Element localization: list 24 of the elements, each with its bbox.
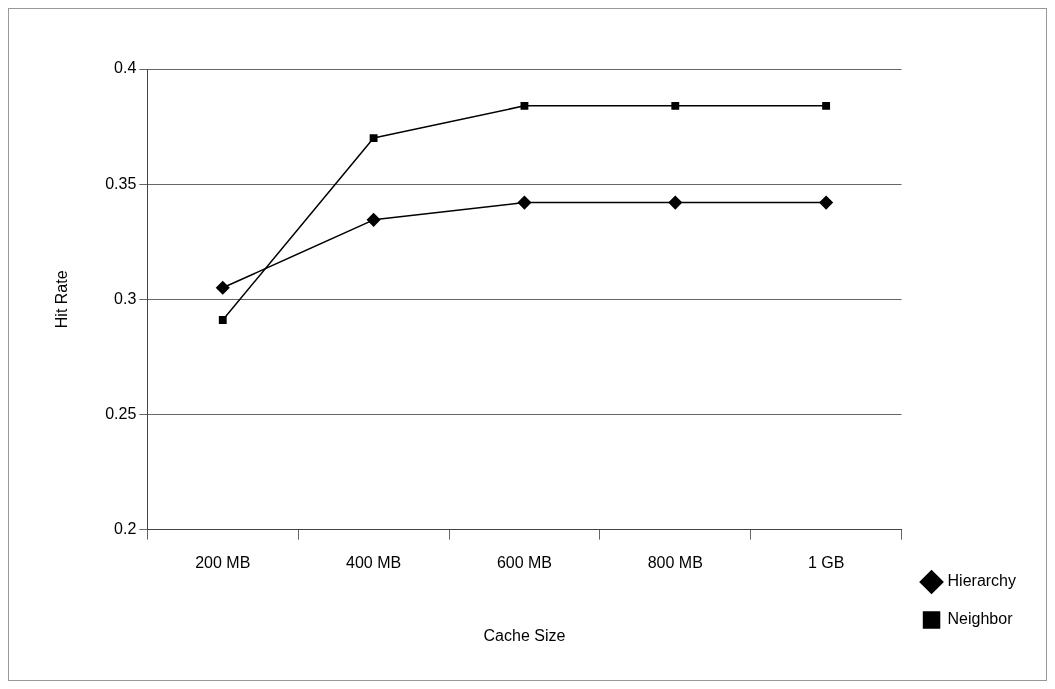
point [366,213,381,227]
legend-label: Neighbor [947,610,1014,628]
x-tick-label: 400 MB [346,553,402,571]
point [369,134,378,143]
point [517,195,532,210]
x-tick-label: 200 MB [195,553,251,571]
point [520,101,529,110]
point [819,195,833,210]
y-tick-label: 0.35 [105,174,137,192]
point [218,316,227,324]
y-tick-label: 0.3 [114,289,137,307]
y-tick-label: 0.2 [114,520,137,538]
y-tick-label: 0.25 [105,404,137,422]
y-axis-title: Hit Rate [53,270,71,329]
x-tick-label: 600 MB [496,553,553,571]
x-tick-label: 1 GB [807,553,845,571]
y-tick-label: 0.4 [114,59,137,77]
legend-label: Hierarchy [947,572,1017,590]
x-axis-title: Cache Size [483,626,566,644]
x-tick-label: 800 MB [647,553,703,571]
point [668,195,683,210]
point [822,101,831,110]
point [671,101,680,110]
point [216,281,230,295]
